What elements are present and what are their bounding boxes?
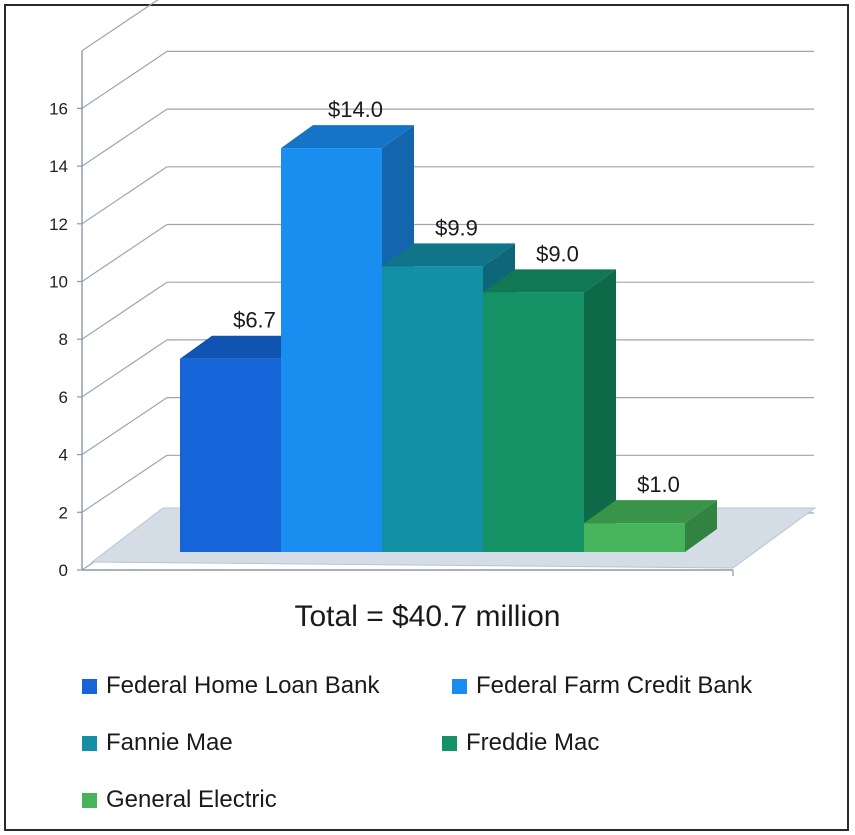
data-label: $6.7 (233, 308, 276, 333)
bar-front (584, 523, 685, 552)
y-tick-label: 4 (59, 446, 68, 465)
legend-swatch (82, 678, 97, 694)
gridline-diagonal (81, 397, 168, 456)
y-tick-label: 14 (49, 157, 68, 176)
bar-5 (584, 500, 717, 552)
y-tick-label: 8 (59, 330, 68, 349)
gridline-diagonal (81, 166, 168, 225)
gridline-diagonal (81, 108, 168, 167)
legend-label: Freddie Mac (466, 729, 600, 756)
y-tick-label: 0 (59, 561, 68, 580)
bar-top (281, 125, 414, 149)
legend-label: Federal Home Loan Bank (106, 672, 380, 699)
legend-swatch (442, 735, 457, 751)
legend-label: General Electric (106, 786, 277, 813)
bar-side (584, 269, 616, 552)
chart-plot: 0 2 4 6 8 10 12 14 16 $6.7 $14.0 $9.9 $9.0 $1.0 (49, 0, 817, 580)
gridline-diagonal (81, 50, 168, 109)
bar-side (685, 500, 717, 552)
gridline-diagonal (81, 0, 159, 52)
gridline-diagonal (81, 454, 168, 513)
legend-item: General Electric (82, 786, 277, 814)
legend-swatch (452, 678, 467, 694)
chart-title: Total = $40.7 million (294, 600, 561, 633)
legend-swatch (82, 792, 97, 808)
bar-front (180, 358, 281, 552)
legend-label: Federal Farm Credit Bank (476, 672, 753, 699)
bar-4 (483, 269, 616, 552)
gridline-diagonal (81, 224, 168, 282)
data-label: $14.0 (328, 97, 383, 122)
y-tick-label: 6 (59, 388, 68, 407)
data-label: $9.0 (536, 241, 579, 266)
legend-item: Federal Farm Credit Bank (452, 672, 752, 700)
data-label: $9.9 (435, 215, 478, 240)
bar-top (382, 243, 515, 267)
legend-item: Federal Home Loan Bank (82, 672, 380, 700)
data-label: $1.0 (637, 472, 680, 497)
gridline-diagonal (81, 339, 168, 398)
legend-label: Fannie Mae (106, 729, 233, 756)
legend-item: Fannie Mae (82, 729, 233, 757)
bar-top (483, 269, 616, 293)
y-tick-label: 2 (59, 503, 68, 522)
bar-front (483, 292, 584, 552)
bar-top (180, 335, 313, 359)
y-tick-label: 16 (49, 99, 68, 118)
y-tick-label: 12 (49, 215, 68, 234)
legend-item: Freddie Mac (442, 729, 599, 757)
bar-top (584, 500, 717, 524)
y-tick-label: 10 (49, 273, 68, 292)
gridline-diagonal (81, 281, 168, 340)
legend-swatch (82, 735, 97, 751)
bar-front (281, 148, 382, 552)
bar-front (382, 266, 483, 552)
